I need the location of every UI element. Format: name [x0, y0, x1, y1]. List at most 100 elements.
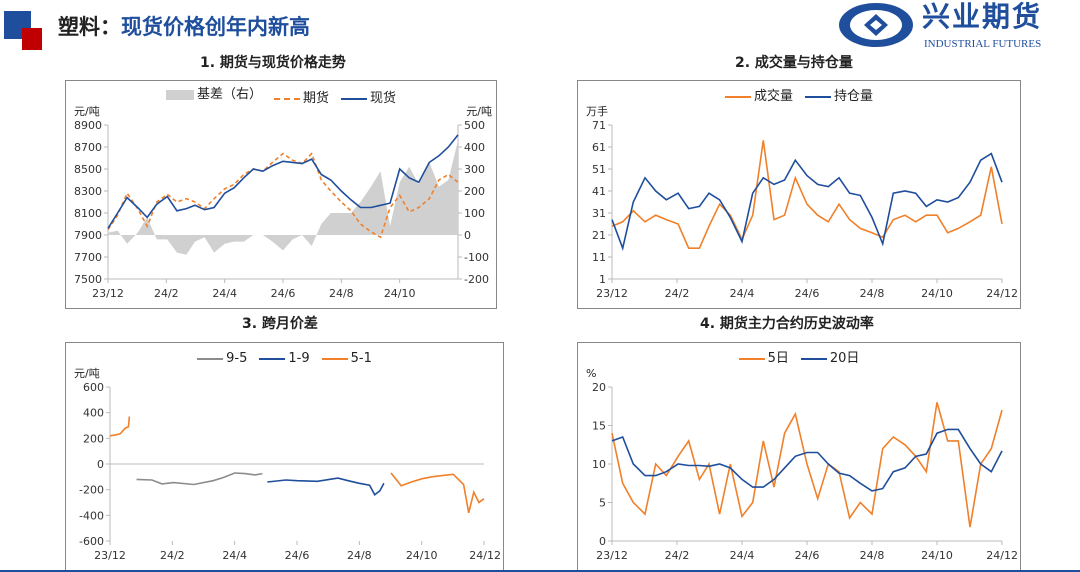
y-tick-label: 15	[592, 420, 606, 433]
x-tick-label: 24/10	[921, 549, 953, 562]
x-tick-label: 24/8	[329, 287, 354, 300]
x-tick-label: 24/12	[469, 549, 501, 562]
y-tick-label: 8300	[74, 185, 102, 198]
page-title: 塑料：现货价格创年内新高	[58, 14, 310, 40]
bottom-bar	[0, 570, 1080, 572]
y-tick-label: 1	[599, 273, 606, 286]
legend-item: 9-5	[197, 351, 247, 367]
y-tick-label: -600	[79, 535, 104, 548]
chart1-title: 1. 期货与现货价格走势	[200, 55, 346, 71]
chart4-title: 4. 期货主力合约历史波动率	[700, 316, 874, 332]
y-tick-label: 0	[599, 535, 606, 548]
x-tick-label: 24/4	[730, 549, 755, 562]
y-tick-label: 41	[592, 185, 606, 198]
legend-label: 20日	[829, 351, 860, 366]
y-tick-label: 8100	[74, 207, 102, 220]
legend-item: 20日	[800, 351, 860, 367]
company-logo: 兴业期货 INDUSTRIAL FUTURES	[836, 2, 1080, 52]
legend-label: 1-9	[288, 351, 310, 366]
y-tick-label: 11	[592, 251, 606, 264]
x-tick-label: 24/2	[160, 549, 185, 562]
legend-item: 5-1	[321, 351, 372, 367]
chart-1-svg: 7500 7700 7900 8100 8300 8500 8700 8900 -200 -100…	[74, 119, 489, 300]
x-tick-label: 23/12	[596, 287, 628, 300]
chart-legend: 成交量 持仓量	[578, 87, 1020, 105]
y-tick-label: 10	[592, 458, 606, 471]
y-tick-label: 7500	[74, 273, 102, 286]
y2-tick-label: 400	[464, 141, 485, 154]
y-tick-label: 0	[97, 458, 104, 471]
legend-swatch	[800, 358, 827, 360]
y-axis-unit: 元/吨	[74, 367, 100, 380]
x-tick-label: 23/12	[596, 549, 628, 562]
legend-swatch	[321, 358, 348, 360]
legend-label: 现货	[370, 91, 397, 106]
legend-swatch	[259, 358, 286, 360]
chart-3-svg: -600 -400 -200 0 200 400 600 23/12 24/2 24/4 24/6 2…	[79, 381, 501, 562]
x-tick-label: 24/10	[921, 287, 953, 300]
logo-text-cn: 兴业期货	[922, 0, 1043, 33]
legend-label: 9-5	[226, 351, 248, 366]
x-tick-label: 24/6	[271, 287, 296, 300]
y2-tick-label: 300	[464, 163, 485, 176]
x-tick-label: 24/8	[860, 287, 885, 300]
y2-tick-label: 500	[464, 119, 485, 132]
x-tick-label: 24/8	[860, 549, 885, 562]
legend-label: 持仓量	[834, 89, 874, 104]
x-tick-label: 24/4	[730, 287, 755, 300]
legend-item: 期货	[273, 91, 329, 107]
legend-item: 成交量	[724, 89, 793, 105]
series-area-基差（右）	[108, 140, 458, 255]
legend-label: 5-1	[350, 351, 372, 366]
x-tick-label: 24/10	[384, 287, 416, 300]
x-tick-label: 24/10	[406, 549, 438, 562]
chart-legend: 9-5 1-9 5-1	[66, 349, 503, 367]
x-tick-label: 24/6	[795, 549, 820, 562]
series-line-5-1	[109, 416, 131, 437]
series-line-持仓量	[611, 152, 1003, 251]
y2-tick-label: 200	[464, 185, 485, 198]
chart3-panel: -600 -400 -200 0 200 400 600 23/12 24/2 24/4 24/6 2…	[65, 342, 504, 572]
y-tick-label: 7900	[74, 229, 102, 242]
chart-4-svg: 0 5 10 15 20 23/12 24/2 24/4 24/6 24/8 24/10 24/12	[592, 381, 1018, 562]
series-line-1-9	[267, 477, 385, 497]
series-line-9-5	[136, 472, 263, 486]
y-tick-label: 8700	[74, 141, 102, 154]
y-tick-label: 51	[592, 163, 606, 176]
chart-legend: 基差（右） 期货 现货	[66, 87, 496, 107]
x-tick-label: 24/6	[285, 549, 310, 562]
legend-item: 持仓量	[805, 89, 873, 105]
series-line-5-1	[390, 472, 485, 513]
series-line-成交量	[611, 140, 1003, 249]
x-tick-label: 24/12	[986, 287, 1018, 300]
legend-label: 期货	[302, 91, 329, 106]
y-tick-label: 61	[592, 141, 606, 154]
x-tick-label: 24/4	[222, 549, 247, 562]
y-tick-label: 7700	[74, 251, 102, 264]
y-tick-label: -200	[79, 484, 104, 497]
y-axis-unit: 万手	[586, 105, 608, 118]
y-tick-label: 400	[83, 407, 104, 420]
title-prefix: 塑料：	[58, 15, 121, 39]
legend-swatch	[165, 90, 194, 100]
legend-swatch	[805, 96, 831, 98]
x-tick-label: 23/12	[92, 287, 124, 300]
legend-item: 基差（右）	[165, 87, 262, 103]
x-tick-label: 24/2	[154, 287, 179, 300]
series-line-5日	[611, 402, 1003, 528]
chart3-title: 3. 跨月价差	[242, 316, 318, 332]
legend-label: 5日	[767, 351, 789, 366]
x-tick-label: 24/2	[665, 549, 690, 562]
y-axis-unit: %	[586, 367, 597, 380]
x-tick-label: 23/12	[94, 549, 126, 562]
legend-swatch	[197, 358, 224, 360]
y-tick-label: 20	[592, 381, 606, 394]
legend-item: 1-9	[259, 351, 310, 367]
y-tick-label: 5	[599, 497, 606, 510]
x-tick-label: 24/6	[795, 287, 820, 300]
brand-square-red	[22, 28, 42, 50]
y-tick-label: 600	[83, 381, 104, 394]
y2-tick-label: 0	[464, 229, 471, 242]
x-tick-label: 24/4	[212, 287, 237, 300]
